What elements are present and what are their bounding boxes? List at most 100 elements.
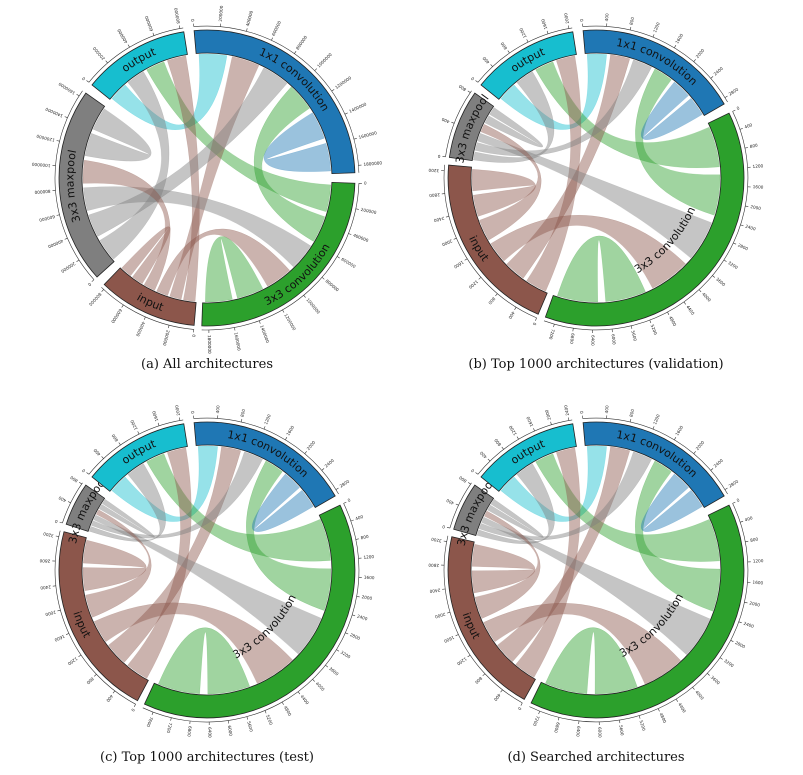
ribbon-conv1x1-to-input xyxy=(108,446,242,663)
tick-mark xyxy=(234,327,236,331)
tick-mark xyxy=(64,237,68,240)
tick-label: 400 xyxy=(507,310,516,320)
tick-ring-maxpool xyxy=(449,482,472,529)
segment-arc-conv1x1 xyxy=(582,421,725,509)
tick-mark xyxy=(303,295,306,298)
tick-mark xyxy=(744,147,749,149)
tick-mark xyxy=(482,673,486,677)
tick-label: 1600 xyxy=(674,425,684,437)
tick-mark xyxy=(558,717,560,721)
tick-mark xyxy=(118,442,121,446)
tick-mark xyxy=(105,60,108,64)
tick-mark xyxy=(674,437,677,440)
ribbon-conv3x3-to-maxpool xyxy=(477,132,712,259)
tick-label: 5600 xyxy=(246,721,254,733)
tick-label: 400 xyxy=(445,498,455,506)
segment-arc-output xyxy=(480,31,577,100)
tick-mark xyxy=(55,535,59,537)
ribbon-conv3x3-to-conv3x3 xyxy=(205,236,264,303)
tick-label: 400 xyxy=(481,55,490,65)
tick-label: 400000 xyxy=(245,10,254,27)
tick-label: 2800 xyxy=(734,640,746,650)
tick-mark xyxy=(352,614,356,617)
tick-label: 800000 xyxy=(34,189,51,195)
tick-label: 1200 xyxy=(67,656,79,666)
tick-mark xyxy=(745,540,749,543)
ribbon-input-to-maxpool xyxy=(474,510,541,619)
ribbon-conv3x3-to-conv3x3 xyxy=(556,235,646,303)
tick-mark xyxy=(724,487,728,490)
tick-label: 4800 xyxy=(283,705,293,717)
tick-mark xyxy=(179,417,181,421)
ribbon-conv1x1-to-conv1x1 xyxy=(640,81,703,140)
tick-label: 2400 xyxy=(743,621,755,629)
tick-mark xyxy=(501,446,504,450)
tick-mark xyxy=(91,279,95,282)
ribbon-layer xyxy=(471,53,721,303)
tick-label: 800 xyxy=(493,437,502,447)
tick-label: 1600000 xyxy=(233,332,241,352)
tick-label: 400 xyxy=(604,405,610,414)
tick-mark xyxy=(723,259,727,262)
tick-mark xyxy=(550,421,552,425)
tick-mark xyxy=(693,451,696,454)
tick-ring-output xyxy=(477,27,573,83)
tick-mark xyxy=(151,711,154,716)
segment-arc-output xyxy=(91,423,188,492)
tick-label: 3200 xyxy=(428,168,439,174)
tick-label: 7200 xyxy=(532,715,541,727)
tick-mark xyxy=(76,259,80,262)
segment-arc-input xyxy=(447,536,536,700)
tick-mark xyxy=(348,233,352,235)
tick-mark xyxy=(101,456,104,459)
tick-label: 400 xyxy=(744,122,753,129)
tick-label: 5600 xyxy=(618,725,625,737)
tick-mark xyxy=(619,720,621,724)
tick-label: 0 xyxy=(81,76,86,82)
tick-label: 1200 xyxy=(456,656,468,666)
tick-mark xyxy=(453,237,457,240)
ribbon-input-to-input xyxy=(82,539,147,592)
tick-label: 2000 xyxy=(695,439,706,451)
tick-label: 1600 xyxy=(443,635,455,644)
tick-label: 400 xyxy=(355,514,364,521)
tick-mark xyxy=(78,654,82,657)
tick-mark xyxy=(350,519,354,522)
tick-mark xyxy=(538,711,540,715)
tick-mark xyxy=(693,59,696,62)
tick-label: 800 xyxy=(85,676,94,685)
tick-label: 1600 xyxy=(151,410,159,422)
tick-label: 3200 xyxy=(42,531,54,538)
tick-mark xyxy=(638,715,641,719)
tick-label: 800000 xyxy=(88,292,103,307)
tick-label: 2800 xyxy=(39,558,50,564)
tick-label: 6400 xyxy=(207,727,212,738)
tick-label: 400 xyxy=(57,495,67,503)
tick-label: 1600000 xyxy=(57,81,76,95)
tick-ring-input xyxy=(443,535,523,704)
ribbon-output-to-conv1x1 xyxy=(111,445,218,522)
tick-label: 2000 xyxy=(750,204,762,211)
tick-mark xyxy=(692,687,695,690)
tick-label: 2400 xyxy=(563,404,570,416)
ribbon-conv1x1-to-maxpool xyxy=(88,67,288,237)
tick-label: 2800 xyxy=(428,563,439,568)
tick-mark xyxy=(59,521,63,524)
tick-label: 1200 xyxy=(129,419,138,431)
tick-label: 6800 xyxy=(186,726,192,737)
tick-mark xyxy=(331,89,335,92)
tick-label: 2000 xyxy=(361,594,373,601)
tick-mark xyxy=(675,698,678,702)
tick-label: 4000 xyxy=(315,681,326,692)
tick-label: 2400 xyxy=(745,224,757,232)
tick-ring-conv1x1 xyxy=(582,417,728,495)
tick-label: 1600 xyxy=(674,33,684,45)
segment-arc-input xyxy=(58,531,149,702)
tick-label: 6000 xyxy=(611,334,617,345)
tick-mark xyxy=(325,664,328,668)
tick-mark xyxy=(739,128,743,130)
tick-label: 200000 xyxy=(218,5,224,22)
tick-mark xyxy=(121,304,124,308)
